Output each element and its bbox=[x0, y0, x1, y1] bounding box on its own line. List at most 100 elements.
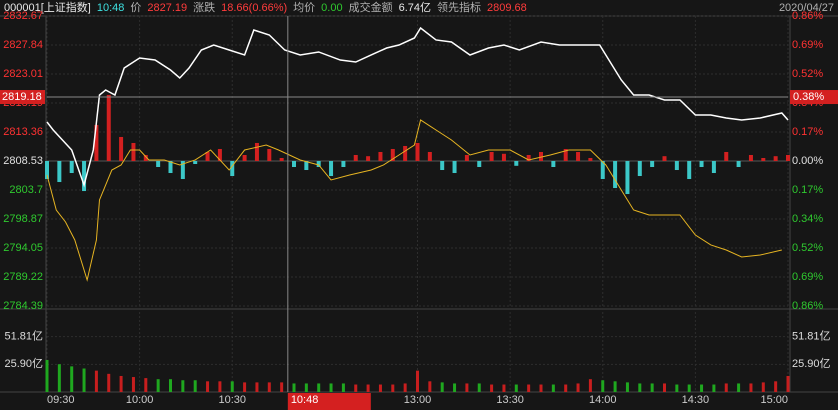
y2-tick-label: 0.52% bbox=[792, 242, 823, 254]
volume-bar bbox=[564, 384, 568, 392]
time: 10:48 bbox=[96, 2, 125, 14]
volume-bar bbox=[576, 383, 580, 392]
flow-bar bbox=[403, 145, 408, 161]
flow-bar bbox=[341, 161, 346, 168]
cursor-pct: 0.38% bbox=[793, 91, 824, 103]
x-tick-label: 15:00 bbox=[760, 394, 788, 406]
flow-bar bbox=[600, 161, 605, 180]
volume-bar bbox=[391, 384, 395, 392]
label: 领先指标 bbox=[437, 2, 482, 14]
y2-tick-label: 0.69% bbox=[792, 39, 823, 51]
volume-bar bbox=[737, 383, 741, 392]
volume-bar bbox=[440, 382, 444, 392]
flow-bar bbox=[329, 161, 334, 177]
price-line bbox=[46, 26, 789, 188]
volume-bar bbox=[341, 383, 345, 392]
flow-bar bbox=[563, 148, 568, 161]
volume-bar bbox=[749, 383, 753, 392]
flow-bar bbox=[94, 124, 99, 161]
flow-bar bbox=[180, 161, 185, 180]
volume-bar bbox=[378, 384, 382, 392]
volume-bar bbox=[366, 384, 370, 392]
code: 000001[上证指数] bbox=[4, 2, 91, 14]
flow-bar bbox=[119, 136, 124, 161]
flow-bar bbox=[242, 154, 247, 161]
flow-bar bbox=[761, 157, 766, 161]
flow-bar bbox=[69, 161, 74, 174]
amount: 6.74亿 bbox=[398, 2, 432, 14]
flow-bar bbox=[613, 161, 618, 189]
volume-bar bbox=[169, 379, 172, 392]
flow-bar bbox=[662, 156, 667, 161]
flow-bar bbox=[440, 161, 445, 171]
cursor-box bbox=[790, 90, 838, 105]
flow-bar bbox=[292, 161, 296, 168]
flow-bar bbox=[687, 161, 692, 180]
volume-bar bbox=[206, 381, 210, 392]
flow-bar bbox=[736, 161, 741, 168]
y2-tick-label: 0.34% bbox=[792, 213, 823, 225]
flow-bar bbox=[168, 161, 173, 174]
volume-bar bbox=[57, 364, 61, 392]
volume-bar bbox=[774, 381, 778, 392]
x-tick-label: 09:30 bbox=[47, 394, 75, 406]
volume-bar bbox=[267, 382, 271, 392]
volume-bar bbox=[292, 383, 296, 392]
price: 2827.19 bbox=[147, 2, 188, 14]
volume-bar bbox=[131, 377, 135, 392]
volume-bar bbox=[638, 383, 642, 392]
label: 价 bbox=[130, 2, 142, 14]
y2-tick-label: 0.00% bbox=[792, 155, 823, 167]
flow-bar bbox=[539, 151, 543, 161]
flow-bar bbox=[514, 161, 519, 166]
volume-bar bbox=[588, 379, 592, 392]
volume-bar bbox=[700, 384, 704, 392]
y2-tick-label: 0.17% bbox=[792, 184, 823, 196]
volume-tick-label: 25.90亿 bbox=[4, 357, 43, 370]
y-tick-label: 2832.67 bbox=[3, 10, 43, 22]
y-tick-label: 2823.01 bbox=[3, 68, 43, 80]
volume-bar bbox=[255, 382, 259, 392]
volume-bar bbox=[82, 368, 86, 392]
flow-bar bbox=[304, 161, 309, 171]
volume-bar bbox=[107, 373, 111, 392]
flow-bar bbox=[477, 161, 482, 168]
flow-bar bbox=[267, 148, 272, 161]
flow-bar bbox=[193, 161, 198, 165]
flow-bar bbox=[637, 161, 642, 177]
y-tick-label: 2789.22 bbox=[3, 271, 43, 283]
flow-bar bbox=[316, 161, 321, 168]
volume-bar bbox=[663, 383, 666, 392]
volume-bar bbox=[354, 384, 358, 392]
volume-bar bbox=[502, 384, 506, 392]
y2-tick-label: 0.69% bbox=[792, 271, 823, 283]
flow-bar bbox=[650, 161, 655, 168]
flow-bar bbox=[45, 161, 49, 180]
label: 涨跌 bbox=[193, 2, 216, 14]
volume-bar bbox=[193, 380, 197, 392]
volume-tick-label: 51.81亿 bbox=[792, 330, 831, 343]
volume-bar bbox=[230, 381, 234, 392]
flow-bar bbox=[205, 151, 210, 161]
y-tick-label: 2784.39 bbox=[3, 300, 43, 312]
volume-bar bbox=[527, 384, 531, 392]
volume-bar bbox=[477, 383, 481, 392]
volume-bar bbox=[181, 380, 185, 392]
flow-bar bbox=[156, 161, 161, 168]
flow-bar bbox=[674, 161, 679, 171]
cursor-box bbox=[287, 393, 371, 410]
volume-bar bbox=[45, 359, 49, 392]
cursor-box bbox=[0, 90, 45, 105]
volume-bar bbox=[650, 383, 654, 392]
y-tick-label: 2803.7 bbox=[9, 184, 43, 196]
flow-bar bbox=[748, 154, 753, 161]
volume-bar bbox=[156, 379, 160, 392]
volume-bar bbox=[601, 380, 605, 392]
flow-bar bbox=[576, 151, 581, 161]
volume-bar bbox=[304, 383, 308, 392]
volume-bar bbox=[317, 383, 321, 392]
flow-bar bbox=[131, 142, 136, 161]
y2-tick-label: 0.86% bbox=[792, 10, 823, 22]
volume-bar bbox=[119, 375, 123, 392]
